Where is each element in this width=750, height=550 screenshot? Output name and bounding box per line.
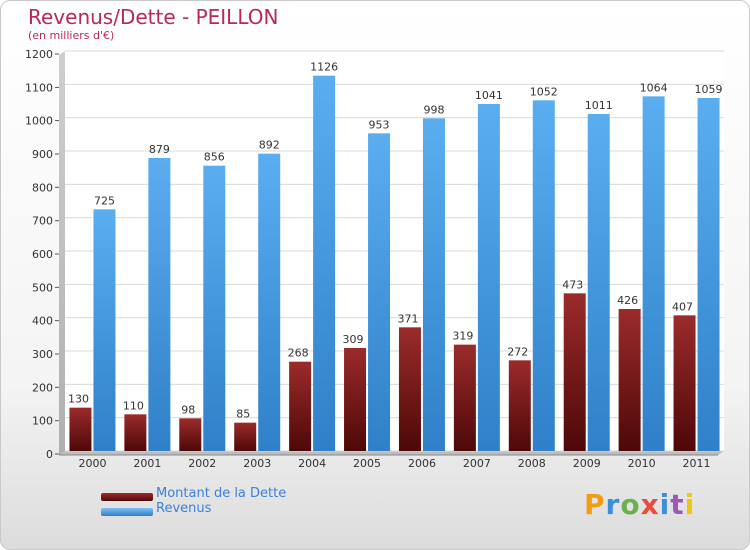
- x-tick-label: 2008: [518, 457, 546, 470]
- data-label-dette: 309: [343, 333, 364, 346]
- bar-revenus: [532, 100, 555, 451]
- bar-revenus: [258, 153, 281, 451]
- y-tick-label: 600: [32, 248, 53, 261]
- bar-revenus: [587, 114, 610, 451]
- data-label-revenus: 953: [369, 118, 390, 131]
- data-label-revenus: 1052: [530, 85, 558, 98]
- bar-dette: [453, 344, 476, 451]
- y-tick-label: 200: [32, 381, 53, 394]
- y-tick-label: 0: [46, 448, 53, 461]
- logo-letter: x: [640, 488, 660, 521]
- data-label-dette: 272: [507, 345, 528, 358]
- bar-dette: [618, 309, 641, 451]
- bar-revenus: [697, 98, 720, 451]
- bar-revenus: [203, 165, 226, 451]
- logo-letter: r: [605, 488, 621, 521]
- logo-letter: P: [584, 488, 606, 521]
- bar-dette: [563, 293, 586, 451]
- bar-dette: [234, 422, 257, 451]
- bar-dette: [508, 360, 531, 451]
- bar-revenus: [93, 209, 116, 451]
- data-label-dette: 407: [672, 300, 693, 313]
- x-tick-label: 2000: [78, 457, 106, 470]
- data-label-dette: 130: [68, 393, 89, 406]
- chart-title: Revenus/Dette - PEILLON: [28, 5, 279, 29]
- x-tick-label: 2004: [298, 457, 326, 470]
- legend-label-revenus: Revenus: [156, 501, 212, 516]
- logo-letter: o: [620, 488, 641, 521]
- plot-left-wall: [59, 51, 65, 455]
- y-tick-label: 1200: [25, 48, 53, 61]
- y-tick-label: 700: [32, 215, 53, 228]
- y-tick-label: 100: [32, 415, 53, 428]
- legend-swatch-revenus: [101, 508, 153, 516]
- bar-revenus: [642, 96, 665, 451]
- x-tick-label: 2003: [243, 457, 271, 470]
- x-tick-label: 2011: [683, 457, 711, 470]
- data-label-dette: 268: [288, 347, 309, 360]
- logo-letter: i: [659, 488, 671, 521]
- bar-dette: [398, 327, 421, 451]
- plot-floor: [59, 451, 724, 455]
- data-label-revenus: 1059: [695, 83, 723, 96]
- bar-revenus: [477, 104, 500, 451]
- x-tick-label: 2010: [628, 457, 656, 470]
- data-label-revenus: 1011: [585, 99, 613, 112]
- bar-dette: [289, 361, 312, 451]
- x-tick-label: 2006: [408, 457, 436, 470]
- data-label-dette: 426: [617, 294, 638, 307]
- chart-subtitle: (en milliers d'€): [28, 29, 115, 42]
- data-label-dette: 98: [181, 403, 195, 416]
- bar-revenus: [422, 118, 445, 451]
- proxiti-logo: Proxiti: [584, 488, 695, 521]
- y-tick-label: 800: [32, 181, 53, 194]
- bar-revenus: [368, 133, 391, 452]
- y-tick-label: 500: [32, 281, 53, 294]
- legend-swatch-dette: [101, 493, 153, 501]
- data-label-dette: 371: [397, 312, 418, 325]
- data-label-dette: 110: [123, 399, 144, 412]
- data-label-dette: 85: [236, 408, 250, 421]
- y-tick-label: 900: [32, 148, 53, 161]
- data-label-revenus: 998: [423, 103, 444, 116]
- bar-dette: [179, 418, 202, 451]
- legend-label-dette: Montant de la Dette: [156, 486, 287, 501]
- data-label-revenus: 1041: [475, 89, 503, 102]
- data-label-dette: 319: [452, 330, 473, 343]
- bar-revenus: [148, 158, 171, 451]
- data-label-revenus: 1064: [640, 81, 668, 94]
- x-tick-label: 2001: [133, 457, 161, 470]
- y-tick-label: 1100: [25, 81, 53, 94]
- data-label-revenus: 879: [149, 143, 170, 156]
- bar-dette: [673, 315, 696, 451]
- x-tick-label: 2002: [188, 457, 216, 470]
- bar-dette: [344, 348, 367, 451]
- bar-dette: [69, 407, 92, 451]
- bar-dette: [124, 414, 147, 451]
- logo-letter: i: [684, 488, 696, 521]
- x-tick-label: 2007: [463, 457, 491, 470]
- data-label-revenus: 1126: [310, 61, 338, 74]
- data-label-revenus: 892: [259, 139, 280, 152]
- bar-revenus: [313, 75, 336, 452]
- x-tick-label: 2009: [573, 457, 601, 470]
- data-label-revenus: 725: [94, 194, 115, 207]
- y-tick-label: 300: [32, 348, 53, 361]
- y-tick-label: 400: [32, 315, 53, 328]
- data-label-dette: 473: [562, 278, 583, 291]
- x-tick-label: 2005: [353, 457, 381, 470]
- logo-letter: t: [670, 488, 685, 521]
- y-tick-label: 1000: [25, 115, 53, 128]
- data-label-revenus: 856: [204, 151, 225, 164]
